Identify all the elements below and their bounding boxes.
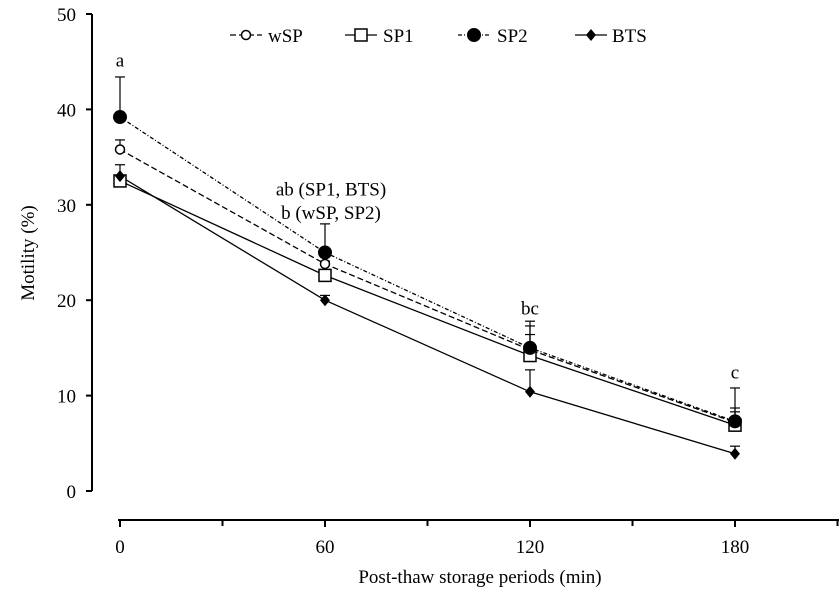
y-tick-label: 30 [57,196,76,217]
legend-label-wsp: wSP [268,26,303,47]
point-sp1 [319,269,331,281]
x-axis-title: Post-thaw storage periods (min) [358,567,601,588]
significance-annotations: a ab (SP1, BTS) b (wSP, SP2) bc c [116,50,739,383]
y-tick-label: 50 [57,5,76,26]
point-sp2 [114,111,127,124]
legend-label-sp1: SP1 [383,26,414,47]
point-bts [525,386,535,398]
y-tick-label: 40 [57,100,76,121]
legend-marker-sp1 [355,29,367,41]
legend: wSP SP1 SP2 BTS [230,26,647,47]
legend-marker-wsp [242,31,251,40]
x-tick-label: 0 [115,537,125,558]
legend-label-bts: BTS [612,26,647,47]
annotation-label: ab (SP1, BTS) [276,179,386,200]
annotation-label: bc [521,299,539,320]
x-tick-label: 120 [516,537,545,558]
x-tick-label: 180 [721,537,750,558]
point-sp2 [524,341,537,354]
annotation-label: a [116,50,125,71]
legend-marker-sp2 [468,29,481,42]
x-tick-label: 60 [316,537,335,558]
series-line-sp2 [120,117,735,421]
annotation-label: c [731,362,739,383]
y-tick-label: 20 [57,291,76,312]
point-wsp [116,145,125,154]
series-lines [120,117,735,454]
data-markers [114,111,742,460]
y-tick-label: 10 [57,387,76,408]
point-bts [730,448,740,460]
series-line-wsp [120,149,735,422]
annotation-label: b (wSP, SP2) [281,203,381,224]
y-tick-label: 0 [67,482,77,503]
legend-marker-bts [586,29,596,41]
axes: 0 10 20 30 40 50 0 60 120 180 [57,5,839,558]
point-sp2 [319,246,332,259]
point-sp2 [729,415,742,428]
point-wsp [321,259,330,268]
legend-label-sp2: SP2 [497,26,528,47]
y-axis-title: Motility (%) [18,205,39,301]
error-bars [115,77,740,454]
